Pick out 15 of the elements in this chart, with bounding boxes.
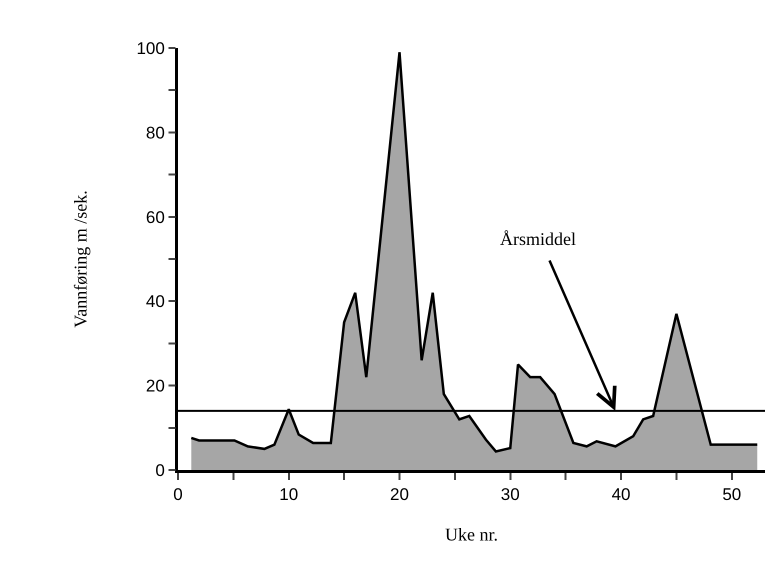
y-tick-label: 20 bbox=[146, 376, 165, 396]
y-axis-title: Vannføring m /sek. bbox=[70, 190, 91, 328]
x-tick-label: 50 bbox=[722, 485, 742, 504]
y-tick-label: 100 bbox=[136, 38, 165, 58]
y-tick-label: 60 bbox=[146, 208, 165, 227]
x-tick-label: 30 bbox=[500, 485, 520, 504]
x-tick-label: 20 bbox=[390, 485, 409, 504]
y-tick-label: 40 bbox=[146, 292, 165, 312]
x-tick-label: 0 bbox=[173, 485, 183, 504]
x-tick-label: 40 bbox=[612, 485, 630, 504]
y-tick-label: 80 bbox=[146, 123, 165, 142]
y-tick-label: 0 bbox=[155, 460, 165, 480]
x-axis-title: Uke nr. bbox=[445, 524, 498, 544]
x-tick-label: 10 bbox=[279, 485, 298, 504]
ref-line-label: Årsmiddel bbox=[500, 229, 576, 249]
